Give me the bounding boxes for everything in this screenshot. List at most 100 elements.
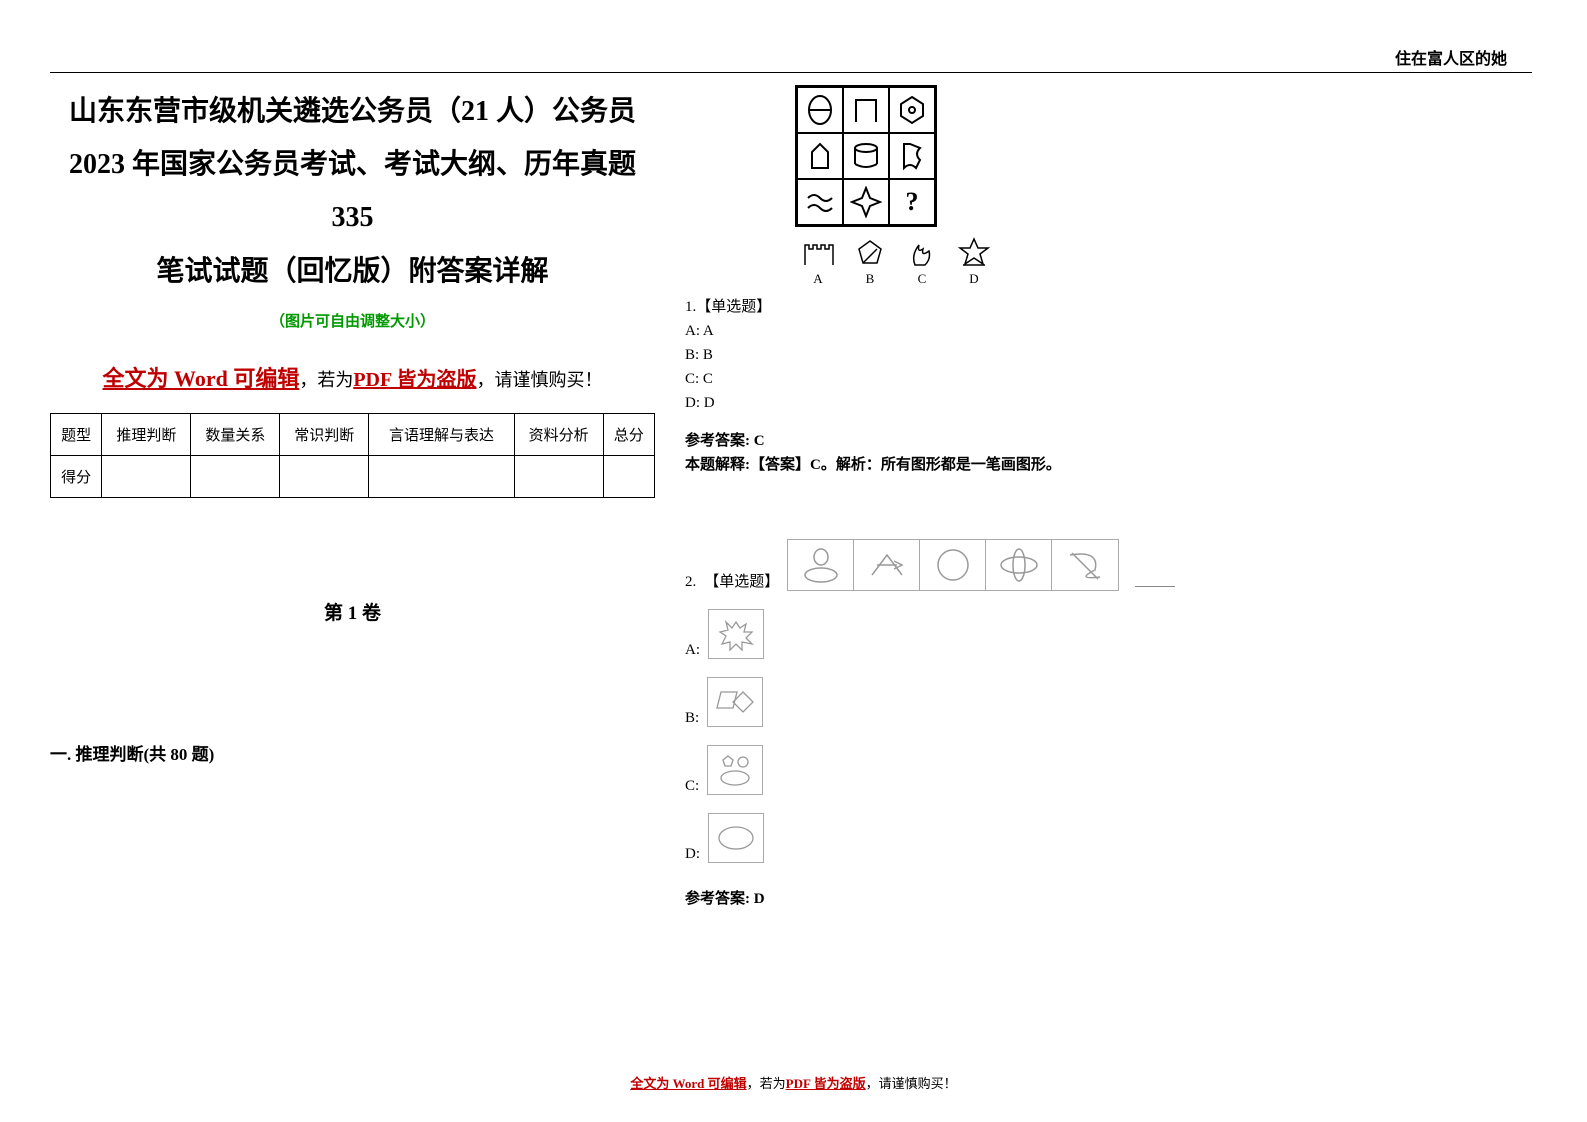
th-data: 资料分析 (514, 413, 603, 455)
option-c-label: C (918, 271, 927, 286)
grid-cell (843, 133, 889, 179)
question-mark: ? (906, 187, 919, 217)
q2-seq-cell (986, 540, 1052, 590)
grid-cell-question: ? (889, 179, 935, 225)
scribble-icon (1060, 545, 1110, 585)
title-line-2: 2023 年国家公务员考试、考试大纲、历年真题 335 (50, 138, 655, 244)
q2-opt-c-label: C: (685, 778, 699, 795)
option-d-shape (955, 235, 993, 269)
q1-opt-a: A: A (685, 319, 1532, 343)
q2-seq-cell (854, 540, 920, 590)
option-b-label: B (866, 271, 875, 286)
q1-explanation: 本题解释:【答案】C。解析：所有图形都是一笔画图形。 (685, 453, 1532, 477)
q2-answer: 参考答案: D (685, 887, 1532, 911)
wave-icon (804, 186, 836, 218)
answer-option-a: A (799, 235, 837, 287)
image-hint: （图片可自由调整大小） (50, 310, 655, 331)
star-4-icon (850, 186, 882, 218)
q1-options: A: A B: B C: C D: D (685, 319, 1532, 415)
q2-seq-cell (788, 540, 854, 590)
td-score-label: 得分 (51, 455, 102, 497)
q2-opt-d-label: D: (685, 846, 700, 863)
q2-header: 2.【单选题】 (685, 539, 1532, 591)
footer-tail: ，请谨慎购买！ (866, 1076, 957, 1091)
right-column: ? A B (685, 85, 1532, 911)
q2-opt-a-label: A: (685, 642, 700, 659)
th-reasoning: 推理判断 (102, 413, 191, 455)
section-heading: 一. 推理判断(共 80 题) (50, 740, 655, 765)
td-empty (102, 455, 191, 497)
footer-pdf-pirate: PDF 皆为盗版 (786, 1076, 866, 1091)
q2-blank-line (1135, 586, 1175, 587)
open-square-icon (850, 94, 882, 126)
lens-cross-icon (994, 545, 1044, 585)
td-empty (603, 455, 654, 497)
grid-cell (889, 87, 935, 133)
th-type: 题型 (51, 413, 102, 455)
notice-pdf-pirate: PDF 皆为盗版 (353, 369, 476, 391)
option-b-shape (851, 235, 889, 269)
grid-cell (843, 179, 889, 225)
answer-option-b: B (851, 235, 889, 287)
q1-opt-d: D: D (685, 391, 1532, 415)
grid-cell (797, 179, 843, 225)
grid-cell (797, 87, 843, 133)
volume-label: 第 1 卷 (50, 598, 655, 625)
option-c-shape (903, 235, 941, 269)
q2-opt-d-box (708, 813, 764, 863)
q2-shape-sequence (787, 539, 1119, 591)
flame-icon (905, 237, 939, 267)
parallelogram-diamond-icon (713, 682, 757, 722)
notice-word-editable: 全文为 Word 可编辑 (103, 366, 300, 391)
td-empty (191, 455, 280, 497)
answer-option-d: D (955, 235, 993, 287)
q1-type: 【单选题】 (696, 299, 771, 315)
table-score-row: 得分 (51, 455, 655, 497)
cylinder-icon (850, 140, 882, 172)
q1-number: 1. (685, 299, 696, 315)
td-empty (369, 455, 514, 497)
grid-cell (797, 133, 843, 179)
th-quantity: 数量关系 (191, 413, 280, 455)
page-header-text: 住在富人区的她 (1395, 45, 1507, 69)
q2-block: 2.【单选题】 (685, 539, 1532, 911)
q1-opt-b: B: B (685, 343, 1532, 367)
td-empty (514, 455, 603, 497)
header-rule (50, 72, 1532, 73)
q2-option-d: D: (685, 813, 1532, 863)
ellipse-icon (714, 818, 758, 858)
q2-opt-b-box (707, 677, 763, 727)
purchase-notice: 全文为 Word 可编辑，若为PDF 皆为盗版，请谨慎购买！ (50, 361, 655, 393)
face-shapes-icon (713, 750, 757, 790)
q2-opt-c-box (707, 745, 763, 795)
grid-cell (843, 87, 889, 133)
circle-over-ellipse-icon (796, 545, 846, 585)
q1-answer-options-row: A B C D (799, 235, 1532, 287)
theta-ellipse-icon (804, 94, 836, 126)
grid-cell (889, 133, 935, 179)
option-d-label: D (969, 271, 978, 286)
q2-seq-cell (1052, 540, 1118, 590)
castle-icon (801, 237, 835, 267)
q2-number: 2. (685, 574, 696, 591)
q1-grid: ? (795, 85, 937, 227)
circle-icon (928, 545, 978, 585)
hexagon-dot-icon (896, 94, 928, 126)
title-line-1: 山东东营市级机关遴选公务员（21 人）公务员 (50, 85, 655, 138)
q2-option-a: A: (685, 609, 1532, 659)
title-line-3: 笔试试题（回忆版）附答案详解 (50, 245, 655, 298)
footer-sep: ，若为 (747, 1076, 786, 1091)
q2-opt-a-box (708, 609, 764, 659)
q2-seq-cell (920, 540, 986, 590)
answer-option-c: C (903, 235, 941, 287)
q2-option-c: C: (685, 745, 1532, 795)
th-language: 言语理解与表达 (369, 413, 514, 455)
q1-opt-c: C: C (685, 367, 1532, 391)
q1-label: 1.【单选题】 (685, 295, 1532, 319)
option-a-shape (799, 235, 837, 269)
flag-shape-icon (896, 140, 928, 172)
score-table: 题型 推理判断 数量关系 常识判断 言语理解与表达 资料分析 总分 得分 (50, 413, 655, 498)
footer-word-editable: 全文为 Word 可编辑 (630, 1076, 746, 1091)
table-header-row: 题型 推理判断 数量关系 常识判断 言语理解与表达 资料分析 总分 (51, 413, 655, 455)
pentagon-icon (804, 140, 836, 172)
